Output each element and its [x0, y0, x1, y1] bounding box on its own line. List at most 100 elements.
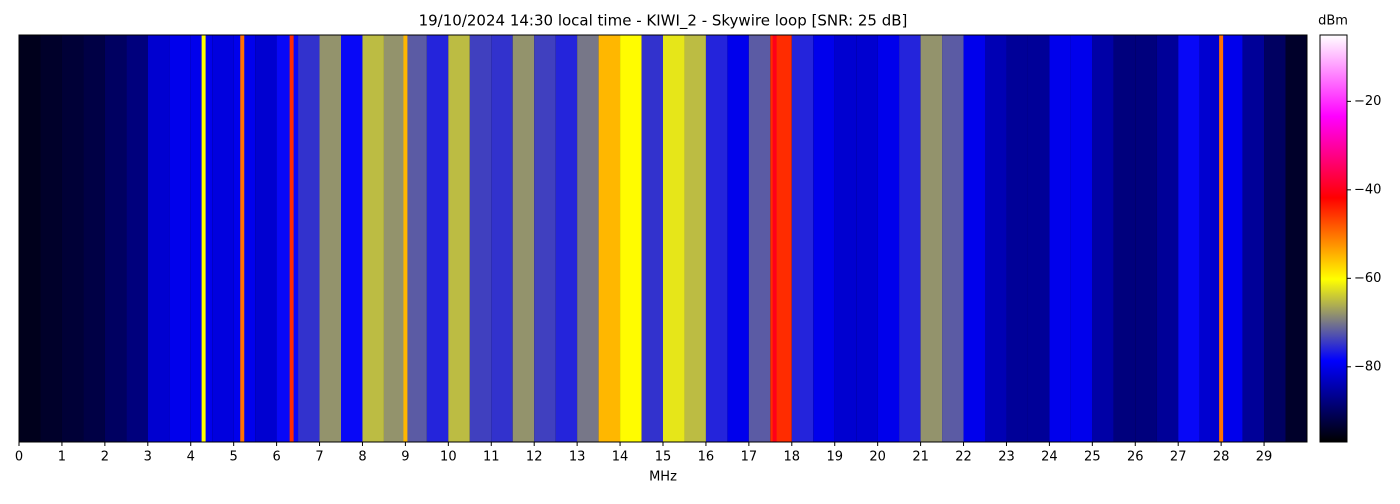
frequency-band [534, 35, 556, 442]
frequency-band [383, 35, 406, 442]
frequency-band [319, 35, 341, 442]
x-tick-label: 26 [1127, 450, 1144, 465]
frequency-band [1221, 35, 1243, 442]
frequency-band [899, 35, 921, 442]
frequency-band [748, 35, 771, 442]
frequency-band [212, 35, 234, 442]
frequency-band [40, 35, 62, 442]
frequency-band [963, 35, 985, 442]
frequency-band [834, 35, 857, 442]
frequency-band [405, 35, 427, 442]
x-tick-label: 1 [58, 450, 66, 465]
frequency-band [19, 35, 41, 442]
signal-line [201, 35, 206, 442]
x-tick-label: 10 [440, 450, 457, 465]
colorbar [1319, 34, 1348, 443]
x-tick-label: 2 [101, 450, 109, 465]
x-tick-label: 25 [1084, 450, 1101, 465]
frequency-band [577, 35, 599, 442]
frequency-band [641, 35, 663, 442]
frequency-band [469, 35, 492, 442]
frequency-band [190, 35, 213, 442]
x-tick-label: 16 [698, 450, 715, 465]
frequency-band [727, 35, 749, 442]
frequency-band [276, 35, 299, 442]
x-tick-label: 18 [784, 450, 801, 465]
frequency-band [985, 35, 1007, 442]
x-tick-label: 8 [358, 450, 366, 465]
frequency-band [555, 35, 578, 442]
x-tick-label: 12 [526, 450, 543, 465]
plot-area [18, 34, 1308, 443]
colorbar-tick-label: −40 [1354, 182, 1381, 197]
frequency-band [1285, 35, 1307, 442]
frequency-band [1199, 35, 1222, 442]
frequency-band [791, 35, 814, 442]
frequency-band [83, 35, 105, 442]
chart-title: 19/10/2024 14:30 local time - KIWI_2 - S… [419, 12, 908, 31]
frequency-band [1113, 35, 1136, 442]
x-tick-label: 15 [655, 450, 672, 465]
colorbar-label: dBm [1318, 14, 1348, 29]
frequency-band [61, 35, 84, 442]
x-tick-label: 6 [272, 450, 280, 465]
x-tick-label: 7 [315, 450, 323, 465]
signal-line [240, 35, 245, 442]
x-tick-label: 14 [612, 450, 629, 465]
frequency-band [341, 35, 363, 442]
x-tick-label: 28 [1213, 450, 1230, 465]
x-tick-label: 5 [230, 450, 238, 465]
frequency-band [126, 35, 148, 442]
x-tick-label: 0 [15, 450, 23, 465]
x-tick-label: 29 [1256, 450, 1273, 465]
frequency-band [362, 35, 384, 442]
frequency-band [684, 35, 706, 442]
signal-line [772, 35, 777, 442]
frequency-band [233, 35, 256, 442]
frequency-band [1092, 35, 1114, 442]
frequency-band [663, 35, 685, 442]
frequency-band [426, 35, 449, 442]
frequency-band [1135, 35, 1157, 442]
x-tick-label: 4 [187, 450, 195, 465]
frequency-band [169, 35, 191, 442]
x-tick-label: 11 [483, 450, 500, 465]
frequency-band [448, 35, 470, 442]
x-tick-label: 3 [144, 450, 152, 465]
frequency-band [813, 35, 835, 442]
frequency-band [1006, 35, 1028, 442]
x-tick-label: 23 [998, 450, 1015, 465]
frequency-band [877, 35, 900, 442]
x-tick-label: 19 [826, 450, 843, 465]
frequency-band [856, 35, 878, 442]
frequency-band [1242, 35, 1265, 442]
frequency-band [920, 35, 943, 442]
x-tick-label: 21 [912, 450, 929, 465]
frequency-band [298, 35, 320, 442]
colorbar-tick-label: −20 [1354, 94, 1381, 109]
frequency-band [147, 35, 170, 442]
frequency-band [1027, 35, 1050, 442]
frequency-band [942, 35, 964, 442]
frequency-band [512, 35, 535, 442]
frequency-band [104, 35, 127, 442]
signal-line [1219, 35, 1224, 442]
frequency-band [1178, 35, 1200, 442]
frequency-band [1070, 35, 1093, 442]
frequency-band [491, 35, 513, 442]
x-axis-label: MHz [649, 470, 677, 485]
signal-line [403, 35, 408, 442]
x-tick-label: 24 [1041, 450, 1058, 465]
frequency-band [1264, 35, 1286, 442]
x-tick-label: 22 [955, 450, 972, 465]
frequency-band [705, 35, 728, 442]
x-tick-label: 27 [1170, 450, 1187, 465]
frequency-band [1049, 35, 1071, 442]
frequency-band [598, 35, 621, 442]
colorbar-tick-label: −80 [1354, 359, 1381, 374]
x-tick-label: 20 [869, 450, 886, 465]
x-tick-label: 17 [741, 450, 758, 465]
x-tick-label: 13 [569, 450, 586, 465]
colorbar-tick-label: −60 [1354, 271, 1381, 286]
